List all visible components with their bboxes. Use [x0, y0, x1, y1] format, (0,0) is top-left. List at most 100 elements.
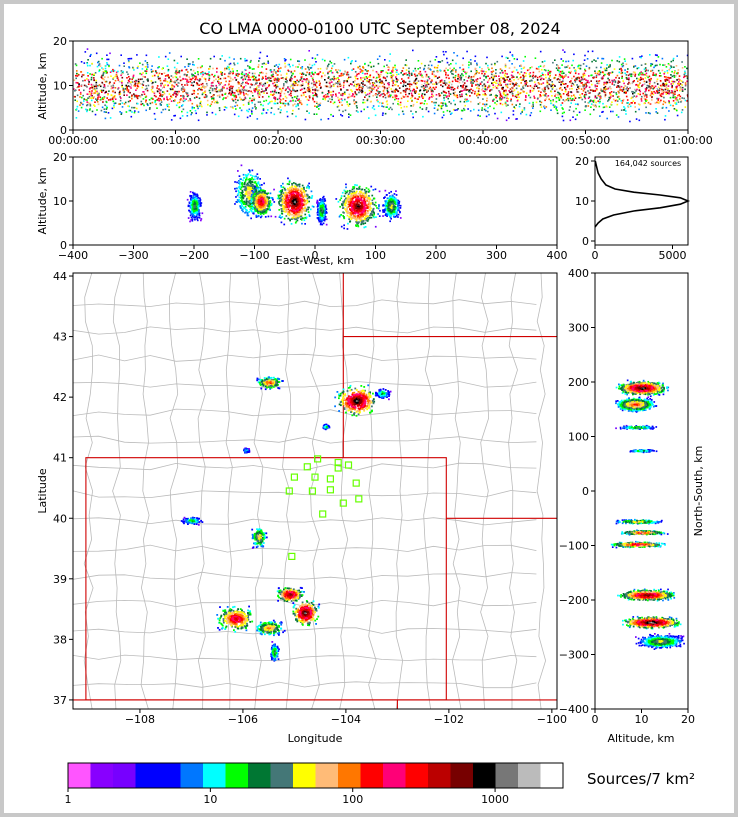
source-point [244, 68, 246, 71]
source-point [86, 72, 89, 74]
source-point [99, 65, 102, 67]
source-point [518, 105, 521, 108]
source-point [195, 216, 198, 218]
source-point [637, 93, 640, 95]
source-point [625, 110, 627, 112]
source-point [542, 94, 545, 96]
source-point [308, 90, 310, 93]
source-point [499, 72, 502, 74]
source-point [327, 90, 330, 92]
source-point [341, 115, 344, 117]
source-point [138, 82, 140, 84]
source-point [506, 104, 508, 106]
source-point [262, 72, 264, 74]
source-point [628, 81, 630, 84]
source-point [675, 65, 678, 67]
source-point [663, 85, 666, 87]
source-point [408, 72, 411, 75]
source-point [471, 84, 473, 86]
source-point [197, 73, 199, 76]
source-point [258, 60, 260, 62]
source-point [405, 88, 407, 91]
source-point [267, 60, 269, 63]
source-point [465, 72, 467, 75]
source-point [507, 76, 510, 78]
source-point [256, 178, 259, 180]
source-point [603, 88, 605, 91]
source-point [304, 91, 307, 93]
source-point [106, 63, 109, 66]
source-point [675, 86, 678, 89]
source-point [262, 104, 264, 107]
source-point [500, 95, 503, 97]
source-point [525, 92, 528, 94]
source-point [561, 102, 564, 104]
source-point [322, 72, 324, 74]
source-point [576, 91, 579, 93]
source-point [194, 218, 196, 221]
source-point [308, 95, 311, 97]
source-point [372, 76, 375, 79]
source-point [626, 78, 628, 80]
source-point [121, 76, 124, 79]
source-point [426, 84, 428, 86]
source-point [270, 71, 273, 73]
source-point [559, 78, 561, 81]
source-point [573, 95, 576, 98]
source-point [273, 65, 276, 67]
source-point [101, 57, 103, 60]
source-point [644, 98, 647, 101]
source-point [330, 79, 332, 82]
source-point [646, 96, 648, 98]
source-point [240, 202, 242, 204]
source-point [368, 95, 371, 98]
source-point [512, 86, 514, 89]
source-point [301, 80, 304, 83]
source-point [205, 86, 207, 88]
source-point [403, 79, 405, 82]
source-point [562, 77, 564, 80]
source-point [618, 60, 621, 63]
source-point [506, 78, 508, 81]
source-point [611, 81, 614, 84]
source-point [98, 64, 100, 67]
source-point [238, 81, 240, 84]
source-point [566, 97, 569, 100]
source-point [310, 66, 313, 69]
source-point [511, 63, 513, 65]
source-point [138, 95, 141, 97]
source-point [274, 89, 276, 92]
source-point [245, 81, 247, 84]
source-point [427, 90, 429, 92]
source-point [191, 205, 194, 208]
source-point [86, 101, 88, 103]
source-point [484, 105, 487, 107]
source-point [331, 65, 334, 67]
source-point [248, 205, 251, 207]
source-point [453, 88, 456, 90]
source-point [121, 72, 123, 75]
source-point [517, 91, 519, 93]
source-point [524, 75, 527, 77]
source-point [520, 112, 522, 115]
source-point [405, 64, 408, 67]
source-point [352, 68, 355, 70]
source-point [80, 101, 82, 104]
source-point [560, 83, 562, 86]
source-point [652, 87, 654, 90]
source-point [86, 104, 89, 106]
source-point [233, 113, 236, 116]
source-point [430, 96, 433, 98]
source-point [578, 64, 580, 67]
source-point [359, 90, 362, 93]
source-point [456, 96, 459, 99]
source-point [157, 76, 159, 78]
source-point [156, 85, 159, 87]
source-point [197, 197, 200, 199]
source-point [88, 95, 91, 98]
source-point [616, 103, 619, 106]
source-point [184, 84, 186, 86]
source-point [362, 66, 364, 68]
source-point [186, 80, 188, 83]
source-point [638, 103, 641, 106]
